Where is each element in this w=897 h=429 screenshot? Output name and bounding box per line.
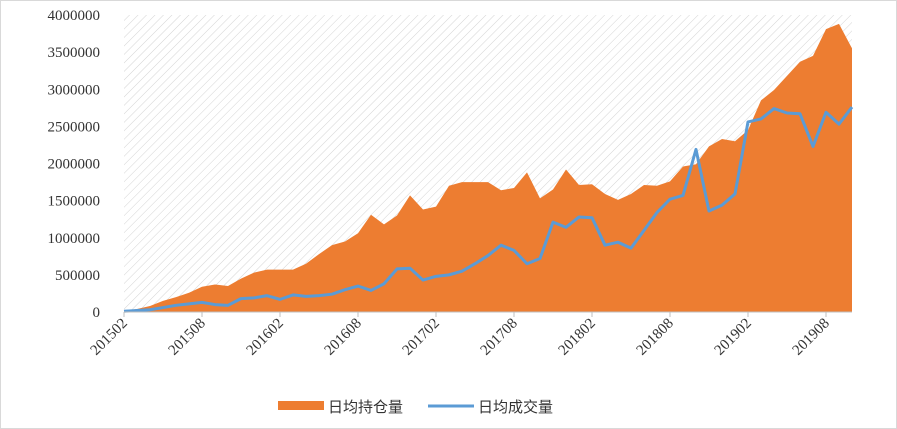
- x-tick-label: 201808: [634, 316, 677, 359]
- x-tick-label: 201702: [400, 316, 443, 359]
- y-tick-label: 0: [93, 305, 101, 321]
- x-tick-label: 201602: [244, 316, 287, 359]
- legend-label: 日均成交量: [478, 398, 553, 416]
- y-tick-label: 3500000: [48, 45, 101, 61]
- legend-label: 日均持仓量: [328, 399, 403, 416]
- y-tick-label: 2500000: [48, 119, 101, 135]
- x-tick-label: 201802: [556, 316, 599, 359]
- line: [123, 106, 854, 313]
- x-tick-label: 201502: [88, 316, 131, 359]
- y-tick-label: 3000000: [48, 82, 101, 98]
- legend-swatch: [278, 401, 324, 410]
- x-tick-label: 201908: [790, 316, 833, 359]
- x-tick-label: 201708: [478, 316, 521, 359]
- y-tick-label: 1000000: [48, 231, 101, 247]
- area: [124, 23, 852, 312]
- y-tick-label: 1500000: [48, 194, 101, 210]
- x-tick-label: 201608: [322, 316, 365, 359]
- x-tick-label: 201508: [166, 316, 209, 359]
- y-tick-label: 4000000: [48, 8, 101, 24]
- x-tick-label: 201902: [712, 316, 755, 359]
- y-tick-label: 500000: [55, 268, 100, 284]
- y-tick-label: 2000000: [48, 157, 101, 173]
